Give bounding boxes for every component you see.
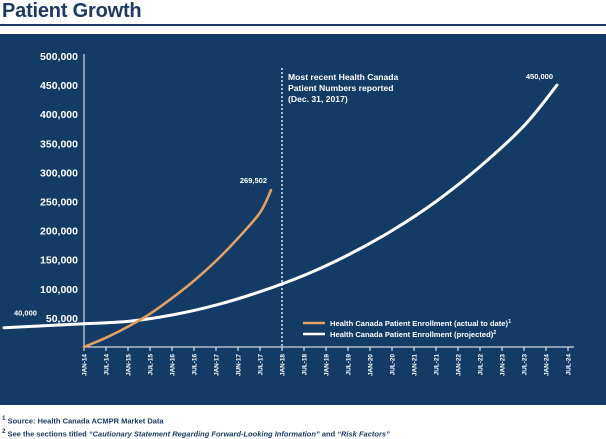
x-tick-label: JUL-21	[434, 354, 441, 376]
y-tick-label: 150,000	[40, 255, 78, 267]
y-tick-label: 300,000	[40, 167, 78, 179]
title-divider	[0, 24, 606, 26]
reporting-date-label-line: (Dec. 31, 2017)	[288, 94, 348, 104]
x-tick-label: JAN-20	[368, 354, 375, 376]
x-tick-label: JUL-20	[390, 354, 397, 376]
y-tick-label: 500,000	[40, 51, 78, 63]
chart-panel: 50,000 100,000 150,000 200,000 250,000 300,00…	[0, 34, 606, 405]
x-tick-label: JUL-19	[346, 354, 353, 376]
legend: Health Canada Patient Enrollment (actual…	[303, 319, 511, 339]
annotations: 269,502 40,000 450,000	[14, 72, 553, 318]
x-tick-label: JUL-23	[522, 354, 529, 376]
annotation-end-value: 450,000	[526, 72, 553, 81]
series-group	[2, 83, 559, 349]
series-projected-line	[82, 83, 559, 326]
x-tick-label: JUL-14	[104, 354, 111, 376]
x-tick-label: JUL-18	[302, 354, 309, 376]
legend-footnote-mark: 1	[508, 319, 511, 325]
y-tick-label: 400,000	[40, 109, 78, 121]
annotation-actual-value: 269,502	[240, 176, 267, 185]
cautionary-statement-ref: “Cautionary Statement Regarding Forward-…	[88, 429, 320, 438]
footnote-2: 2 See the sections titled “Cautionary St…	[2, 427, 390, 439]
y-tick-label: 200,000	[40, 226, 78, 238]
legend-footnote-mark: 2	[493, 330, 496, 336]
x-tick-label: JUL-16	[192, 354, 199, 376]
reporting-date-label: Most recent Health Canada Patient Numbers…	[288, 72, 399, 104]
patient-growth-chart: 50,000 100,000 150,000 200,000 250,000 300,00…	[2, 51, 574, 376]
x-axis: JAN-14 JUL-14 JAN-15 JUL-15 JAN-16 JUL-16 JAN-…	[82, 346, 574, 376]
series-actual-line	[82, 188, 273, 349]
x-tick-label: JAN-18	[280, 354, 287, 376]
reporting-date-label-line: Most recent Health Canada	[288, 72, 399, 82]
y-tick-label: 100,000	[40, 284, 78, 296]
x-tick-label: JAN-21	[412, 354, 419, 376]
x-tick-label: JAN-22	[456, 354, 463, 376]
x-tick-label: JAN-14	[82, 354, 89, 376]
y-tick-label: 50,000	[46, 313, 78, 325]
y-tick-label: 350,000	[40, 138, 78, 150]
x-tick-label: JUL-24	[566, 354, 573, 376]
footnote-1: 1 Source: Health Canada ACMPR Market Dat…	[2, 415, 164, 426]
x-tick-label: JAN-15	[126, 354, 133, 376]
x-tick-label: JAN-19	[324, 354, 331, 376]
series-projected-line-lead	[2, 322, 86, 330]
risk-factors-ref: “Risk Factors”	[337, 429, 390, 438]
footnotes: 1 Source: Health Canada ACMPR Market Dat…	[2, 414, 390, 439]
legend-label: Health Canada Patient Enrollment (actual…	[330, 319, 511, 328]
legend-label: Health Canada Patient Enrollment (projec…	[330, 330, 496, 339]
reporting-date-label-line: Patient Numbers reported	[288, 83, 394, 93]
x-tick-label: JUL-15	[148, 354, 155, 376]
x-tick-label: JUL-22	[478, 354, 485, 376]
x-tick-label: JUL-17	[258, 354, 265, 376]
y-tick-label: 250,000	[40, 197, 78, 209]
annotation-start-value: 40,000	[14, 309, 37, 318]
y-axis: 50,000 100,000 150,000 200,000 250,000 300,00…	[40, 51, 85, 347]
x-tick-label: JUN-17	[236, 354, 243, 376]
x-tick-label: JAN-16	[170, 354, 177, 376]
page-title: Patient Growth	[2, 0, 142, 22]
y-tick-label: 450,000	[40, 80, 78, 92]
x-tick-label: JAN-23	[500, 354, 507, 376]
x-tick-label: JAN-24	[544, 354, 551, 376]
x-tick-label: JAN-17	[214, 354, 221, 376]
